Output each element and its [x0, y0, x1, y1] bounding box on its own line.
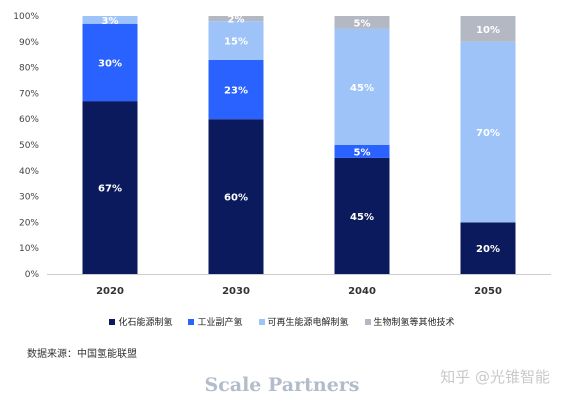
legend: 化石能源制氢 工业副产氢 可再生能源电解制氢 生物制氢等其他技术: [0, 315, 564, 328]
bar-segment: [82, 101, 138, 274]
x-category-label: 2030: [222, 286, 250, 297]
y-tick-label: 50%: [19, 141, 39, 151]
legend-swatch: [364, 318, 371, 325]
y-tick-label: 40%: [19, 167, 39, 177]
x-category-label: 2040: [348, 286, 376, 297]
bar-segment: [334, 145, 390, 158]
legend-item: 工业副产氢: [188, 315, 243, 328]
legend-label: 化石能源制氢: [118, 318, 173, 328]
y-tick-label: 0%: [25, 270, 40, 280]
bar-segment: [208, 59, 264, 120]
bar-segment: [460, 16, 516, 42]
data-label: 70%: [476, 128, 500, 139]
bar-segment: [208, 16, 264, 22]
brand-watermark: Scale Partners: [204, 374, 360, 396]
zhihu-watermark: 知乎 @光锥智能: [440, 368, 550, 386]
legend-label: 可再生能源电解制氢: [267, 318, 349, 328]
source-note: 数据来源：中国氢能联盟: [27, 349, 137, 360]
y-tick-label: 60%: [19, 115, 39, 125]
legend-swatch: [109, 318, 116, 325]
bar-segment: [208, 119, 264, 274]
legend-item: 化石能源制氢: [109, 315, 172, 328]
y-tick-label: 90%: [19, 38, 39, 48]
legend-swatch: [188, 318, 195, 325]
bar-segment: [208, 21, 264, 60]
stacked-bar-chart: 0% 10% 20% 30% 40% 50% 60% 70% 80% 90% 100% 67% 30%…: [13, 12, 551, 297]
data-label: 45%: [350, 83, 374, 94]
y-tick-label: 100%: [13, 12, 39, 22]
x-axis: 2020 2030 2040 2050: [47, 274, 551, 297]
bar-segment: [334, 28, 390, 145]
y-tick-label: 20%: [19, 218, 39, 228]
legend-item: 生物制氢等其他技术: [364, 315, 455, 328]
legend-label: 生物制氢等其他技术: [373, 318, 455, 328]
bars: 67% 30% 3% 60% 23% 15% 2% 45% 5% 45% 5% 20% 70% 10%: [82, 15, 516, 274]
data-label: 30%: [98, 58, 122, 69]
data-label: 20%: [476, 244, 500, 255]
data-label: 3%: [102, 16, 119, 27]
data-label: 2%: [228, 15, 245, 26]
data-label: 60%: [224, 193, 248, 204]
data-label: 10%: [476, 25, 500, 36]
legend-label: 工业副产氢: [197, 318, 243, 328]
x-category-label: 2050: [474, 286, 502, 297]
x-category-label: 2020: [96, 286, 124, 297]
data-label: 15%: [224, 37, 248, 48]
y-tick-label: 30%: [19, 193, 39, 203]
y-tick-label: 70%: [19, 89, 39, 99]
bar-segment: [82, 16, 138, 24]
data-label: 45%: [350, 212, 374, 223]
legend-item: 可再生能源电解制氢: [258, 315, 349, 328]
data-label: 23%: [224, 86, 248, 97]
bar-segment: [82, 23, 138, 102]
bar-segment: [334, 16, 390, 29]
data-label: 5%: [354, 18, 371, 29]
bar-segment: [334, 157, 390, 274]
y-axis: 0% 10% 20% 30% 40% 50% 60% 70% 80% 90% 100%: [13, 12, 39, 280]
data-label: 67%: [98, 184, 122, 195]
bar-segment: [460, 41, 516, 223]
legend-swatch: [258, 318, 265, 325]
bar-segment: [460, 222, 516, 274]
y-tick-label: 10%: [19, 244, 39, 254]
data-label: 5%: [354, 147, 371, 158]
y-tick-label: 80%: [19, 64, 39, 74]
